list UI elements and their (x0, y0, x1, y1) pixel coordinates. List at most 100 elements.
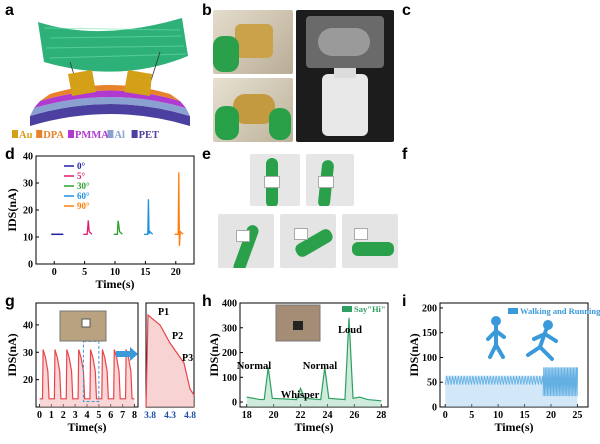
zoom-line (145, 313, 195, 408)
x-tick-label: 5 (96, 410, 101, 421)
panel-label-c: c (402, 2, 411, 19)
walking-person-body (486, 324, 506, 359)
series-line-3 (144, 199, 154, 235)
running-person-body (526, 328, 558, 361)
device-on-throat (293, 321, 303, 330)
series-line-4 (174, 172, 184, 246)
legend-label-i: Walking and Running (520, 306, 600, 316)
x-tick-label: 8 (132, 410, 137, 421)
x-tick-label: 20 (171, 267, 181, 278)
legend-label-1: DPA (43, 130, 64, 141)
series-area-g (39, 349, 135, 407)
photo-test-equipment (296, 10, 394, 142)
y-axis-label: IDS(nA) (407, 333, 421, 376)
y-tick-label: 100 (422, 353, 437, 364)
series-line-h (246, 317, 382, 402)
y-tick-label: 20 (23, 375, 33, 386)
legend-label-0: 0° (77, 161, 86, 171)
photo-bent-device-2 (213, 78, 293, 142)
y-tick-label: 150 (422, 328, 437, 339)
x-tick-label: 20 (546, 410, 556, 421)
photo-finger-60 (280, 214, 336, 268)
legend-swatch-4 (131, 130, 138, 138)
panel-label-b: b (202, 2, 212, 19)
photo-finger-5 (306, 154, 354, 206)
x-tick-label: 22 (296, 410, 306, 421)
run-area (543, 367, 578, 407)
x-tick-label: 10 (110, 267, 120, 278)
y-tick-label: 300 (222, 323, 237, 334)
x-tick-label: 10 (493, 410, 503, 421)
chart-h: 18 20 22 24 26 28 0 100 200 300 400 Time(s) IDS(nA) S… (207, 299, 389, 434)
x-axis-label: Time(s) (494, 420, 533, 434)
peak-label-p1: P1 (158, 307, 169, 318)
zoom-x-tick-label: 4.3 (164, 411, 176, 421)
series-line-walking (444, 375, 544, 385)
x-tick-label: 24 (322, 410, 332, 421)
al-layer (30, 97, 190, 116)
device-schematic: Au DPA PMMA Al PET (12, 18, 190, 141)
photo-bent-device-1 (213, 10, 293, 74)
x-tick-label: 25 (572, 410, 582, 421)
zoom-x-tick-label: 4.8 (184, 411, 196, 421)
y-axis-label: IDS(nA) (5, 333, 19, 376)
event-label-3: Loud (338, 325, 362, 336)
panel-label-i: i (402, 293, 407, 310)
series-area-h (246, 317, 382, 407)
panel-label-f: f (402, 146, 408, 163)
series-line-1 (83, 220, 93, 235)
x-tick-label: 4 (85, 410, 90, 421)
x-tick-label: 5 (82, 267, 87, 278)
panel-label-a: a (5, 2, 14, 19)
y-tick-label: 40 (23, 152, 33, 163)
panel-label-e: e (202, 146, 211, 163)
chart-i: 0 5 10 15 20 25 0 50 100 150 200 Time(s) IDS(nA) Walk… (407, 302, 600, 434)
device-on-wrist (81, 318, 91, 328)
panel-label-g: g (5, 293, 15, 310)
legend-label-4: 90° (77, 201, 90, 211)
peak-label-p2: P2 (172, 331, 183, 342)
pet-layer (30, 104, 190, 126)
x-axis-label: Time(s) (67, 420, 106, 434)
y-tick-label: 0 (28, 260, 33, 271)
legend-swatch-h (342, 306, 352, 312)
chart-c: 01020304050600100200300400500Time(s)IDS(… (400, 0, 600, 146)
x-tick-label: 26 (349, 410, 359, 421)
event-label-1: Whisper (281, 390, 320, 401)
x-tick-label: 5 (469, 410, 474, 421)
legend-swatch-i (508, 308, 518, 314)
x-tick-label: 28 (376, 410, 386, 421)
chart-d: 0 5 10 15 20 0 10 20 30 40 Time(s) IDS(nA) 0°5°30°60… (5, 152, 195, 291)
legend-swatch-1 (36, 130, 43, 138)
running-person-icon (543, 320, 553, 330)
au-electrode (68, 70, 96, 96)
legend-label-2: 30° (77, 181, 90, 191)
y-axis-label: IDS(nA) (207, 333, 221, 376)
legend-label-h: Say"Hi" (354, 304, 386, 314)
y-tick-label: 400 (222, 299, 237, 310)
legend-swatch-2 (68, 130, 74, 138)
panel-label-d: d (5, 146, 15, 163)
event-label-2: Normal (303, 361, 337, 372)
y-tick-label: 50 (427, 378, 437, 389)
zoom-arrow-icon (116, 347, 138, 361)
y-axis-label: IDS(nA) (5, 188, 19, 231)
x-tick-label: 6 (108, 410, 113, 421)
x-tick-label: 18 (242, 410, 252, 421)
y-tick-label: 200 (222, 348, 237, 359)
x-tick-label: 3 (73, 410, 78, 421)
y-tick-label: 100 (222, 373, 237, 384)
series-line-g (39, 349, 135, 400)
legend-label-4: PET (139, 130, 159, 141)
legend-label-3: Al (114, 130, 125, 141)
photo-throat (275, 304, 321, 342)
x-tick-label: 2 (61, 410, 66, 421)
y-tick-label: 0 (232, 398, 237, 409)
chart-f: 0306090101520253035Bend angle(°)IDS(nA)E… (400, 146, 600, 293)
plot-frame (35, 155, 195, 265)
x-tick-label: 0 (37, 410, 42, 421)
x-tick-label: 1 (49, 410, 54, 421)
legend-label-0: Au (19, 130, 33, 141)
panel-label-h: h (202, 293, 212, 310)
photo-finger-0 (250, 154, 300, 206)
